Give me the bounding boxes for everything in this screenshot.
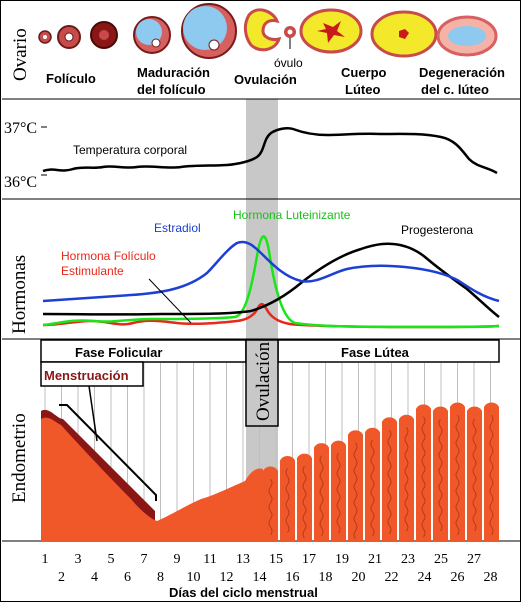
follicle-small-2 xyxy=(57,25,81,49)
temperature-curve xyxy=(42,126,498,175)
x-tick-label: 4 xyxy=(91,570,98,585)
x-tick-label: 6 xyxy=(124,570,131,585)
lh-curve xyxy=(42,235,500,329)
x-tick-label: 26 xyxy=(451,570,465,585)
x-tick-label: 2 xyxy=(58,570,65,585)
stage-label-ovulation: Ovulación xyxy=(234,72,297,87)
estradiol-label: Estradiol xyxy=(154,221,201,235)
endometrium-column xyxy=(348,430,363,541)
endometrium-gland xyxy=(387,429,392,535)
follicular-phase-label: Fase Folicular xyxy=(75,345,162,360)
estradiol-curve xyxy=(42,240,500,303)
x-tick-label: 18 xyxy=(319,570,333,585)
follicle-small-1 xyxy=(38,30,52,44)
ovary-section-label: Ovario xyxy=(10,28,31,81)
x-tick-label: 8 xyxy=(157,570,164,585)
endometrium-gland xyxy=(438,418,443,532)
ovum-label: óvulo xyxy=(274,56,303,70)
x-tick-label: 1 xyxy=(42,552,49,567)
x-tick-label: 19 xyxy=(335,552,349,567)
x-tick-label: 3 xyxy=(75,552,82,567)
endometrium-gland xyxy=(455,414,460,536)
stage-label-follicle: Folículo xyxy=(46,71,96,86)
stage-label-degeneration-2: del c. lúteo xyxy=(421,82,489,97)
stage-label-maturation-2: del folículo xyxy=(137,82,206,97)
x-tick-label: 28 xyxy=(484,570,498,585)
stage-label-degeneration-1: Degeneración xyxy=(419,65,505,80)
endometrium-gland xyxy=(268,478,273,536)
temp-tick-37: 37°C xyxy=(4,120,37,137)
endometrium-column xyxy=(331,440,346,541)
follicle-small-3 xyxy=(90,21,118,49)
endometrium-gland xyxy=(336,452,341,534)
x-tick-label: 10 xyxy=(187,570,201,585)
menstruation-label: Menstruación xyxy=(44,368,129,383)
corpus-luteum-2 xyxy=(370,10,438,58)
endometrium-column xyxy=(314,443,329,541)
temp-tick-36: 36°C xyxy=(4,174,37,191)
x-tick-label: 5 xyxy=(108,552,115,567)
ovulation-vertical-label: Ovulación xyxy=(253,341,274,421)
stage-label-corpus-luteum-1: Cuerpo xyxy=(341,65,387,80)
endometrium-column xyxy=(433,406,448,541)
x-tick-label: 22 xyxy=(385,570,399,585)
x-tick-label: 17 xyxy=(302,552,316,567)
x-tick-label: 9 xyxy=(174,552,181,567)
endometrium-glands xyxy=(263,402,499,541)
x-tick-label: 13 xyxy=(236,552,250,567)
x-tick-label: 20 xyxy=(352,570,366,585)
endometrium-gland xyxy=(472,418,477,532)
endometrium-gland xyxy=(489,414,494,536)
endometrium-section-label: Endometrio xyxy=(9,413,30,503)
corpus-luteum-1 xyxy=(299,8,363,54)
x-tick-label: 7 xyxy=(141,552,148,567)
x-tick-label: 24 xyxy=(418,570,432,585)
ovulation-ovary xyxy=(243,8,296,52)
endometrium-column xyxy=(365,427,380,541)
x-tick-label: 11 xyxy=(203,552,216,567)
x-axis-ticks: 1 3 5 7 9 11 13 15 17 19 21 23 25 272 4 6 8 10 12 14 16 18 20 2… xyxy=(42,552,498,585)
corpus-albicans xyxy=(436,15,498,57)
endometrium-gland xyxy=(370,439,375,537)
endometrium-gland xyxy=(404,427,409,532)
endometrium-gland xyxy=(302,465,307,539)
stage-label-corpus-luteum-2: Lúteo xyxy=(345,82,380,97)
endometrium-gland xyxy=(421,416,426,538)
follicle-maturing-2 xyxy=(181,3,237,59)
endometrium-column xyxy=(399,414,414,541)
endometrium-gland xyxy=(319,455,324,536)
lh-label: Hormona Luteinizante xyxy=(233,208,351,222)
follicle-maturing-1 xyxy=(133,16,171,54)
endometrium-gland xyxy=(353,442,358,539)
x-tick-label: 15 xyxy=(269,552,283,567)
endometrium-tissue xyxy=(41,417,263,541)
endometrium-column xyxy=(382,417,397,541)
menstruation-pointer xyxy=(88,385,98,442)
endometrium-column xyxy=(280,456,295,541)
x-tick-label: 23 xyxy=(401,552,415,567)
x-tick-label: 27 xyxy=(467,552,481,567)
stage-label-maturation-1: Maduración xyxy=(137,65,210,80)
endometrium-pointer xyxy=(59,404,157,501)
fsh-pointer xyxy=(148,278,192,324)
fsh-label-1: Hormona Folículo xyxy=(61,249,156,263)
temperature-label: Temperatura corporal xyxy=(73,143,187,157)
endometrium-column xyxy=(467,406,482,541)
fsh-label-2: Estimulante xyxy=(61,264,124,278)
menstruation-box xyxy=(40,361,144,387)
hormones-section-label: Hormonas xyxy=(9,255,30,334)
x-tick-label: 14 xyxy=(253,570,267,585)
x-tick-label: 21 xyxy=(368,552,382,567)
x-tick-label: 16 xyxy=(286,570,300,585)
endometrium-gland xyxy=(285,468,290,533)
x-tick-label: 25 xyxy=(434,552,448,567)
luteal-phase-label: Fase Lútea xyxy=(341,345,410,360)
x-tick-label: 12 xyxy=(220,570,234,585)
x-axis-title: Días del ciclo menstrual xyxy=(169,585,318,600)
ovulation-box xyxy=(245,339,279,427)
progesterone-label: Progesterona xyxy=(401,223,473,237)
